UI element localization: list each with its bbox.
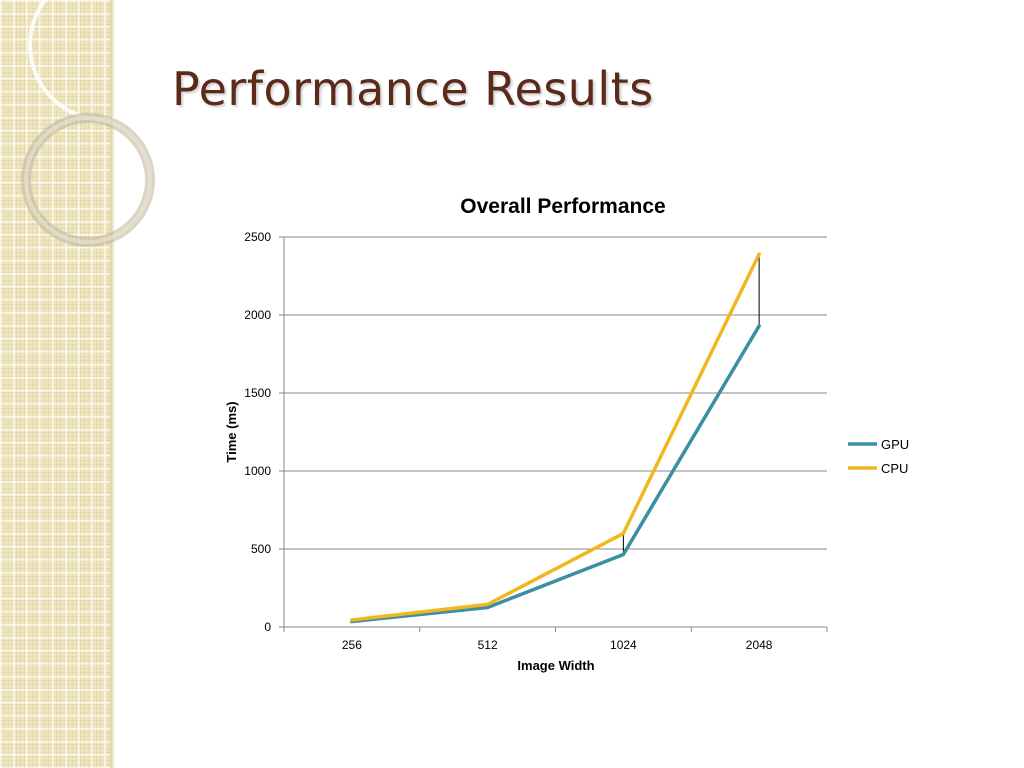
data-point-gpu bbox=[621, 552, 625, 557]
x-tick-label: 1024 bbox=[610, 638, 637, 652]
y-tick-label: 500 bbox=[251, 542, 271, 556]
series-line-gpu bbox=[350, 324, 761, 624]
legend-label-gpu: GPU bbox=[881, 437, 909, 452]
y-axis-title: Time (ms) bbox=[224, 401, 239, 462]
data-point-cpu bbox=[486, 602, 490, 606]
axes bbox=[279, 236, 828, 632]
y-tick-label: 2500 bbox=[244, 230, 271, 244]
decorative-ring-bottom-inner bbox=[24, 116, 152, 244]
legend: GPU CPU bbox=[848, 437, 909, 476]
y-tick-label: 1500 bbox=[244, 386, 271, 400]
data-point-gpu bbox=[757, 324, 761, 328]
y-tick-label: 1000 bbox=[244, 464, 271, 478]
decorative-rings bbox=[21, 0, 182, 247]
data-point-cpu bbox=[757, 252, 761, 256]
drop-lines bbox=[351, 254, 760, 622]
data-point-cpu bbox=[350, 618, 354, 622]
y-tick-label: 0 bbox=[264, 620, 271, 634]
side-panel-edge bbox=[110, 0, 114, 768]
tick-labels: 0 500 1000 1500 2000 2500 256 512 1024 2048 bbox=[244, 230, 772, 652]
x-tick-label: 512 bbox=[478, 638, 498, 652]
series-lines bbox=[350, 252, 761, 624]
x-axis-title: Image Width bbox=[517, 658, 594, 673]
data-point-cpu bbox=[621, 531, 625, 536]
x-tick-label: 256 bbox=[342, 638, 362, 652]
y-tick-label: 2000 bbox=[244, 308, 271, 322]
data-point-gpu bbox=[486, 605, 490, 610]
series-line-cpu bbox=[350, 252, 761, 622]
legend-label-cpu: CPU bbox=[881, 461, 908, 476]
slide-title: Performance Results bbox=[172, 62, 654, 116]
chart-title: Overall Performance bbox=[460, 195, 665, 218]
x-tick-label: 2048 bbox=[746, 638, 773, 652]
